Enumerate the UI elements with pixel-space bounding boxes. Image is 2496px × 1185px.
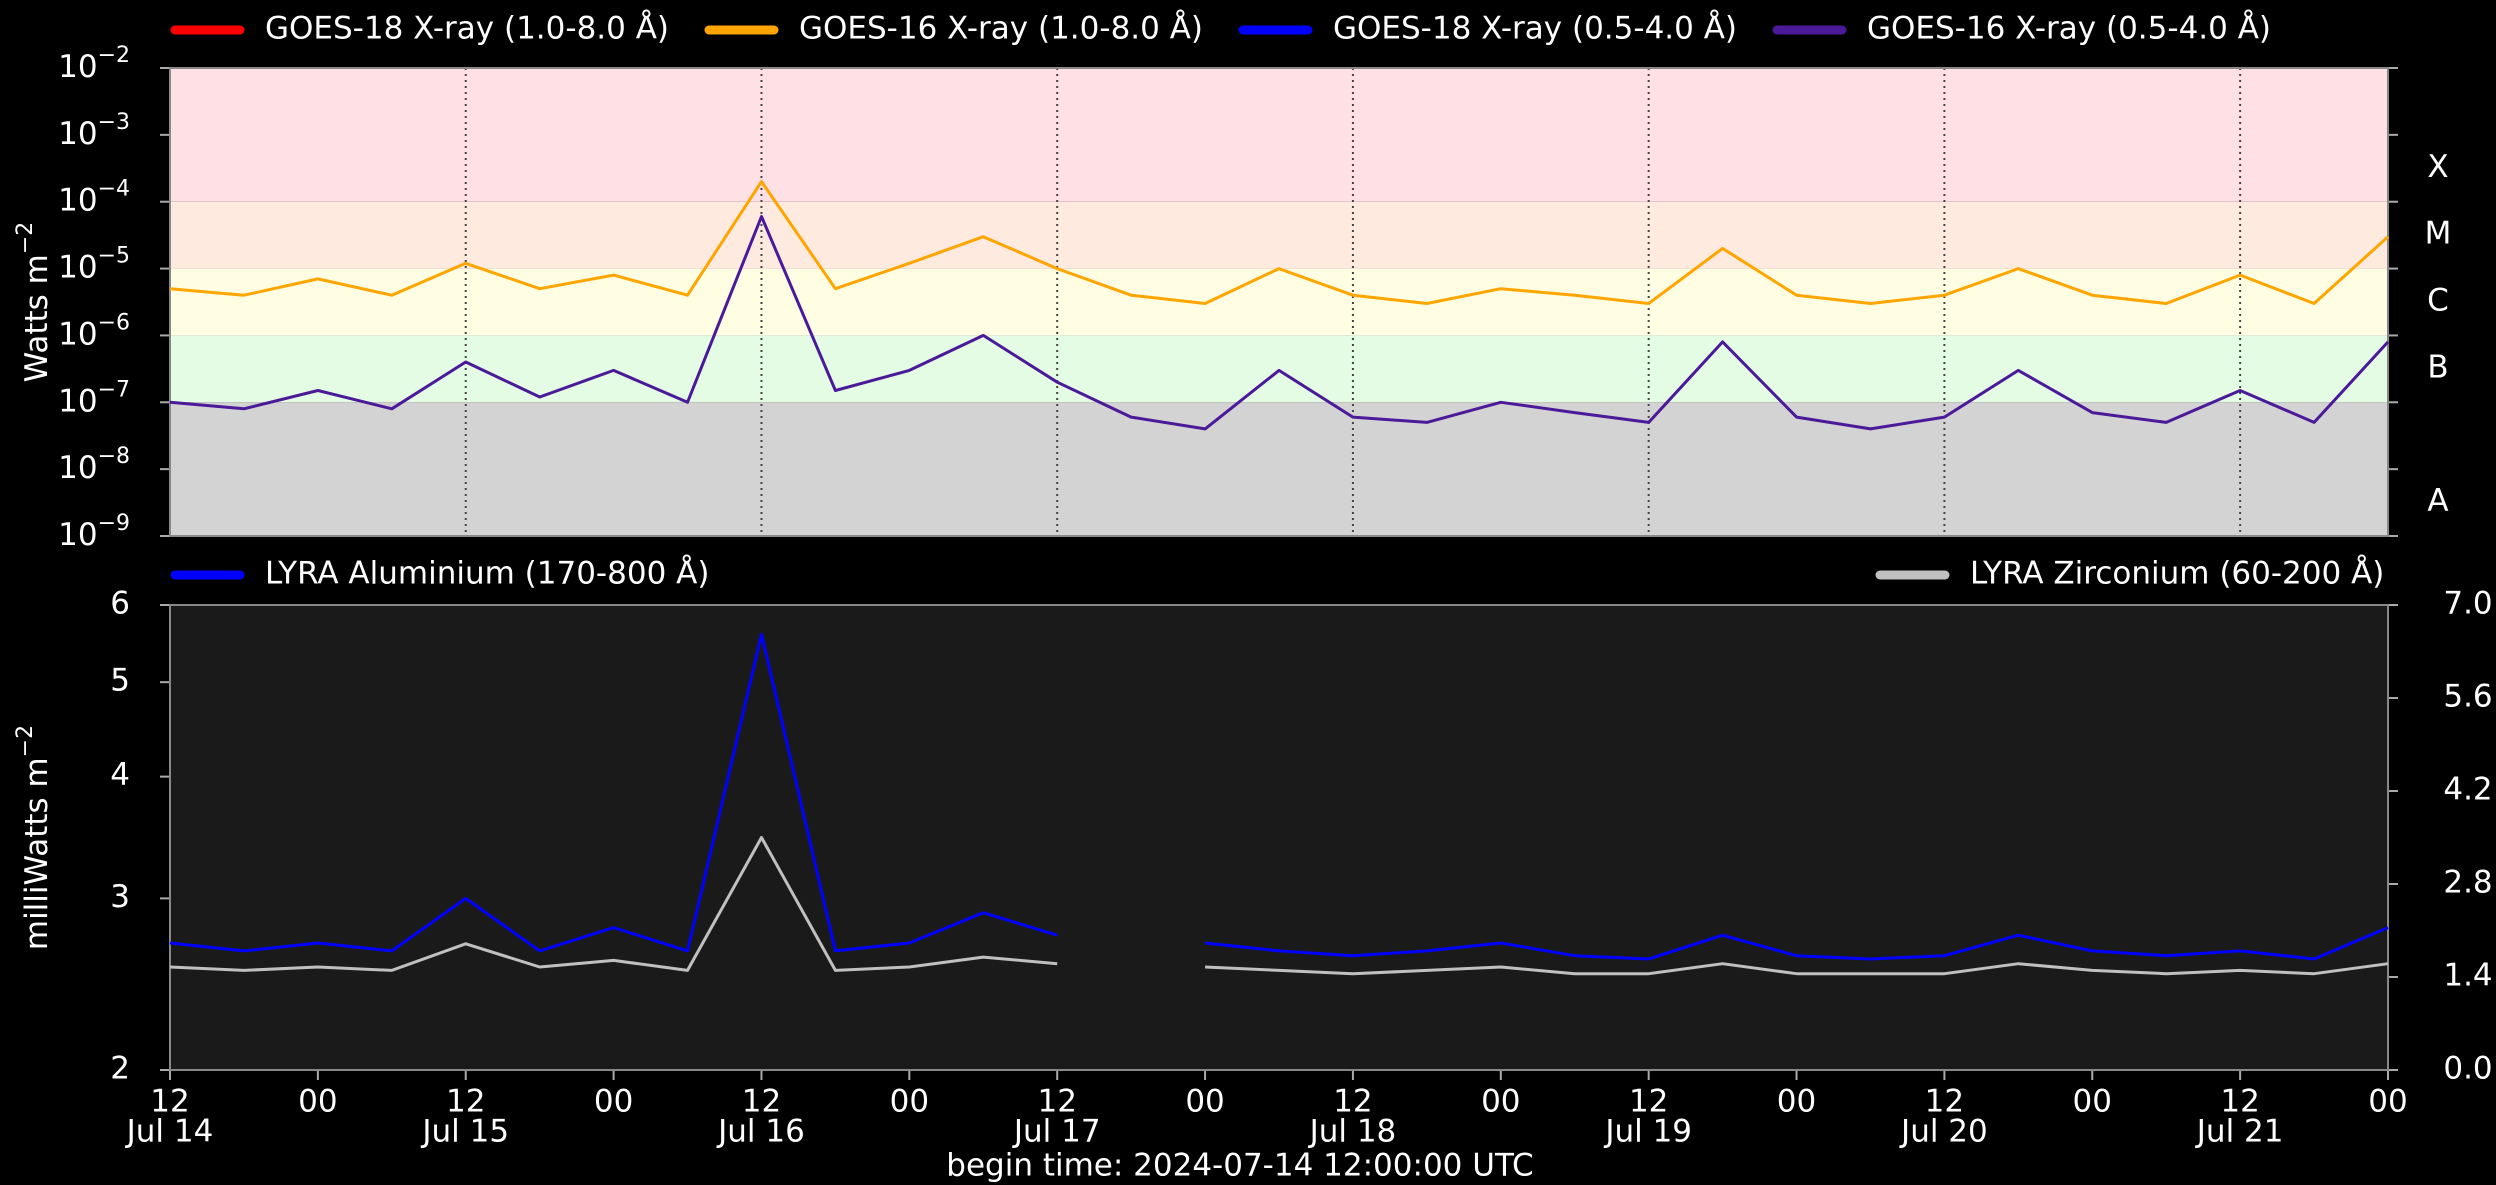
x-day-label: Jul 15 [420,1114,509,1150]
x-tick-label: 12 [1629,1084,1668,1120]
x-tick-label: 12 [446,1084,485,1120]
x-day-label: Jul 18 [1308,1114,1397,1150]
x-day-label: Jul 16 [716,1114,805,1150]
series-line [169,180,2390,305]
class-label: B [2427,349,2448,385]
y-axis-label: milliWatts m−2 [13,725,55,950]
x-tick-label: 12 [150,1084,189,1120]
plot-frame [169,67,2389,537]
y2-tick-label: 7.0 [2443,586,2492,622]
legend-label: GOES-16 X-ray (1.0-8.0 Å) [799,11,1203,47]
legend-label: GOES-18 X-ray (1.0-8.0 Å) [265,11,669,47]
x-day-label: Jul 19 [1603,1114,1692,1150]
x-tick-label: 00 [2073,1084,2112,1120]
y-tick-label: 3 [110,879,130,915]
y2-tick-label: 2.8 [2443,865,2492,901]
x-tick-label: 00 [1777,1084,1816,1120]
class-band [170,335,2388,403]
y-tick-label: 10−9 [58,511,130,553]
x-tick-label: 12 [1925,1084,1964,1120]
class-label: M [2425,216,2452,252]
legend-label: GOES-16 X-ray (0.5-4.0 Å) [1867,11,2271,47]
y-tick-label: 10−6 [58,310,130,352]
y2-tick-label: 5.6 [2443,679,2492,715]
class-band [170,201,2388,269]
y-tick-label: 10−8 [58,444,130,486]
y2-tick-label: 4.2 [2443,772,2492,808]
x-tick-label: 00 [1481,1084,1520,1120]
legend-label: LYRA Zirconium (60-200 Å) [1970,556,2384,592]
y-tick-label: 10−2 [58,43,130,85]
class-band [170,68,2388,202]
y-tick-label: 5 [110,663,130,699]
plot-frame [169,604,2389,1071]
class-label: A [2427,483,2448,519]
x-tick-label: 00 [890,1084,929,1120]
x-tick-label: 00 [594,1084,633,1120]
series-line [169,215,2390,431]
y-tick-label: 4 [110,757,130,793]
x-day-label: Jul 21 [2195,1114,2284,1150]
footer: begin time: 2024-07-14 12:00:00 UTC [946,1148,1533,1184]
x-day-label: Jul 14 [125,1114,214,1150]
y-tick-label: 6 [110,586,130,622]
y-tick-label: 10−3 [58,109,130,151]
x-tick-label: 12 [2220,1084,2259,1120]
y-tick-label: 10−5 [58,243,130,285]
x-tick-label: 12 [1037,1084,1076,1120]
x-tick-label: 00 [2368,1084,2407,1120]
y-tick-label: 10−4 [58,176,130,218]
series-line [169,836,2389,976]
legend-label: GOES-18 X-ray (0.5-4.0 Å) [1333,11,1737,47]
x-day-label: Jul 20 [1899,1114,1988,1150]
x-tick-label: 12 [1333,1084,1372,1120]
class-band [170,402,2388,536]
x-day-label: Jul 17 [1012,1114,1101,1150]
x-tick-label: 00 [298,1084,337,1120]
y2-tick-label: 1.4 [2443,958,2492,994]
plot-area [170,605,2388,1070]
class-label: X [2427,149,2448,185]
legend-label: LYRA Aluminium (170-800 Å) [265,556,709,592]
class-band [170,268,2388,336]
y-tick-label: 2 [110,1051,130,1087]
y2-tick-label: 0.0 [2443,1051,2492,1087]
x-tick-label: 00 [1185,1084,1224,1120]
series-line [169,632,2389,961]
x-tick-label: 12 [742,1084,781,1120]
y-tick-label: 10−7 [58,377,130,419]
class-label: C [2427,283,2449,319]
y-axis-label: Watts m−2 [13,222,55,383]
